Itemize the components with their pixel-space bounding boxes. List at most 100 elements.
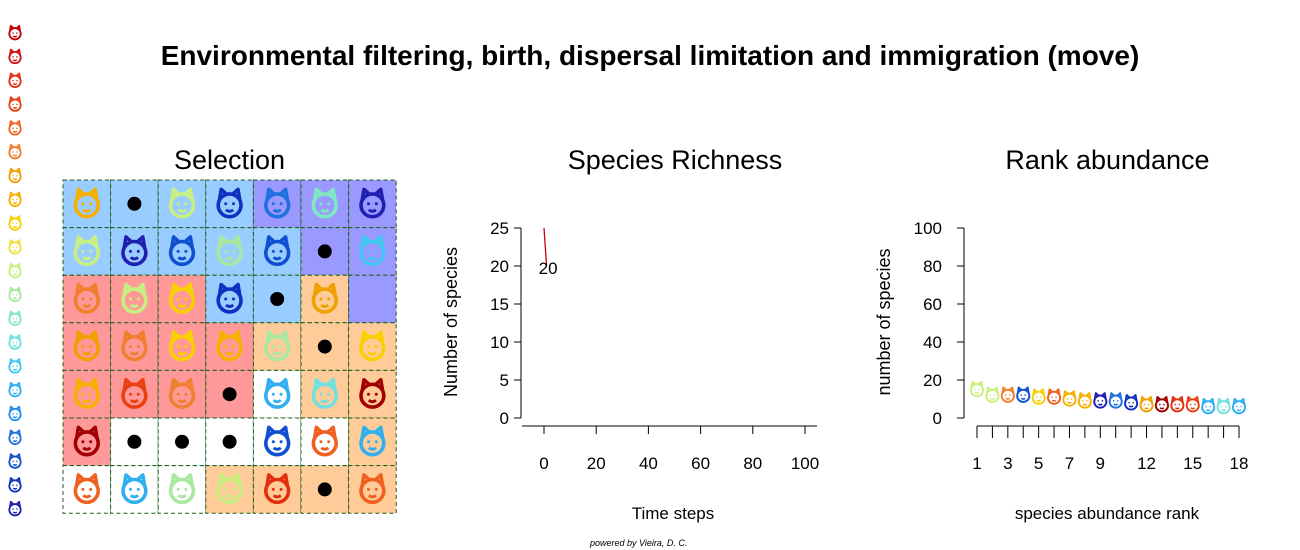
lion-icon bbox=[168, 235, 196, 267]
grid-cell bbox=[252, 465, 302, 514]
richness-x-tick-label: 100 bbox=[791, 454, 819, 473]
goat-icon bbox=[8, 429, 22, 445]
grid-cell bbox=[300, 274, 350, 324]
grid-cell bbox=[348, 227, 397, 276]
raccoon-icon bbox=[311, 425, 338, 457]
grid-cell bbox=[110, 322, 159, 371]
credit-text: powered by Vieira, D. C. bbox=[590, 538, 688, 548]
cat-icon bbox=[1170, 395, 1185, 413]
rank-x-tick-label: 7 bbox=[1065, 454, 1074, 473]
cow-icon bbox=[1185, 395, 1200, 413]
sheep-icon bbox=[216, 473, 243, 505]
grid-cell bbox=[62, 465, 112, 514]
unicorn-icon bbox=[1031, 388, 1046, 405]
dog-icon bbox=[311, 378, 338, 409]
unicorn-icon bbox=[8, 215, 22, 231]
grid-cell bbox=[110, 465, 159, 514]
cat-icon bbox=[216, 235, 243, 267]
horse-icon bbox=[8, 167, 22, 184]
empty-site-marker bbox=[222, 387, 237, 402]
grid-cell bbox=[205, 465, 254, 514]
dog-icon bbox=[8, 191, 22, 207]
main-title: Environmental filtering, birth, dispersa… bbox=[160, 40, 1140, 71]
horse-icon bbox=[359, 425, 386, 457]
grid-cell bbox=[348, 179, 397, 229]
grid-cell bbox=[110, 369, 159, 419]
grid-cell bbox=[62, 369, 112, 419]
richness-y-tick-label: 15 bbox=[490, 295, 509, 314]
empty-site-marker bbox=[222, 434, 237, 449]
rank-x-tick-label: 15 bbox=[1183, 454, 1202, 473]
dog-icon bbox=[73, 187, 101, 219]
richness-x-tick-label: 80 bbox=[743, 454, 762, 473]
raccoon-icon bbox=[1047, 388, 1062, 405]
raccoon-icon bbox=[73, 473, 101, 505]
empty-site-marker bbox=[317, 339, 332, 354]
rank-y-tick-label: 100 bbox=[914, 219, 942, 238]
sheep-icon bbox=[985, 386, 1000, 403]
grid-cell bbox=[157, 322, 207, 371]
pig-icon bbox=[1000, 386, 1015, 403]
grid-cell bbox=[62, 179, 112, 229]
goat-icon bbox=[1108, 392, 1123, 409]
tiger-icon bbox=[121, 235, 148, 267]
grid-cell bbox=[300, 417, 350, 467]
empty-site-marker bbox=[317, 482, 332, 497]
rank-x-tick-label: 3 bbox=[1003, 454, 1012, 473]
selection-grid bbox=[62, 179, 397, 514]
lion-icon bbox=[1016, 386, 1031, 403]
richness-ylabel: Number of species bbox=[441, 247, 461, 397]
grid-cell bbox=[157, 369, 207, 419]
lion-icon bbox=[264, 425, 291, 457]
gorilla-icon bbox=[8, 381, 22, 398]
grid-cell bbox=[205, 227, 254, 276]
dog-icon bbox=[8, 334, 22, 350]
goat-icon bbox=[359, 235, 386, 267]
rank-y-tick-label: 80 bbox=[923, 257, 942, 276]
grid-cell bbox=[348, 417, 397, 467]
horse-icon bbox=[216, 330, 243, 362]
cow-icon bbox=[8, 96, 22, 112]
grid-cell bbox=[348, 465, 397, 514]
horse-icon bbox=[1139, 395, 1154, 413]
tiger-icon bbox=[1093, 392, 1108, 409]
grid-cell bbox=[300, 179, 350, 229]
richness-y-tick-label: 25 bbox=[490, 219, 509, 238]
lion-icon bbox=[264, 235, 291, 267]
horse-icon bbox=[311, 282, 338, 314]
sheep-icon bbox=[73, 235, 101, 267]
rank-x-tick-label: 9 bbox=[1096, 454, 1105, 473]
grid-cell bbox=[348, 322, 397, 371]
rank-abundance-chart: species abundance rank number of species… bbox=[874, 219, 1248, 523]
grid-cell bbox=[205, 322, 254, 371]
grid-cell bbox=[252, 369, 302, 419]
fox-icon bbox=[73, 330, 101, 362]
grid-cell bbox=[252, 322, 302, 371]
grid-cell bbox=[157, 274, 207, 324]
dog-icon bbox=[1077, 392, 1092, 409]
richness-xlabel: Time steps bbox=[632, 504, 715, 523]
sheep-icon bbox=[969, 380, 985, 398]
llama-icon bbox=[216, 282, 243, 314]
sheep-icon bbox=[168, 187, 196, 219]
grid-cell bbox=[252, 417, 302, 467]
monkey-icon bbox=[8, 310, 22, 326]
pig-icon bbox=[8, 143, 22, 160]
species-legend bbox=[8, 24, 22, 517]
horse-icon bbox=[1062, 390, 1077, 407]
dog-icon bbox=[1216, 397, 1231, 415]
cat-icon bbox=[8, 72, 22, 88]
rank-y-tick-label: 0 bbox=[933, 409, 942, 428]
rank-ylabel: number of species bbox=[874, 248, 894, 395]
raccoon-icon bbox=[8, 120, 22, 136]
horse-icon bbox=[1201, 397, 1216, 415]
richness-chart-title: Species Richness bbox=[567, 145, 783, 175]
unicorn-icon bbox=[168, 330, 196, 362]
empty-site-marker bbox=[127, 196, 142, 211]
richness-y-tick-label: 5 bbox=[500, 371, 509, 390]
richness-x-tick-label: 60 bbox=[691, 454, 710, 473]
grid-cell bbox=[252, 227, 302, 276]
fox-icon bbox=[8, 48, 22, 65]
empty-site-marker bbox=[175, 434, 189, 449]
